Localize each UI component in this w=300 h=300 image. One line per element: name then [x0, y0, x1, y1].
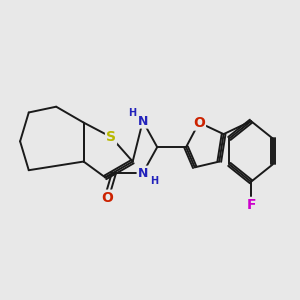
Text: S: S — [106, 130, 116, 144]
Text: F: F — [246, 198, 256, 212]
Text: O: O — [193, 116, 205, 130]
Text: N: N — [138, 167, 148, 180]
Text: H: H — [150, 176, 158, 186]
Text: H: H — [128, 108, 136, 118]
Text: N: N — [138, 115, 148, 128]
Text: O: O — [101, 190, 112, 205]
